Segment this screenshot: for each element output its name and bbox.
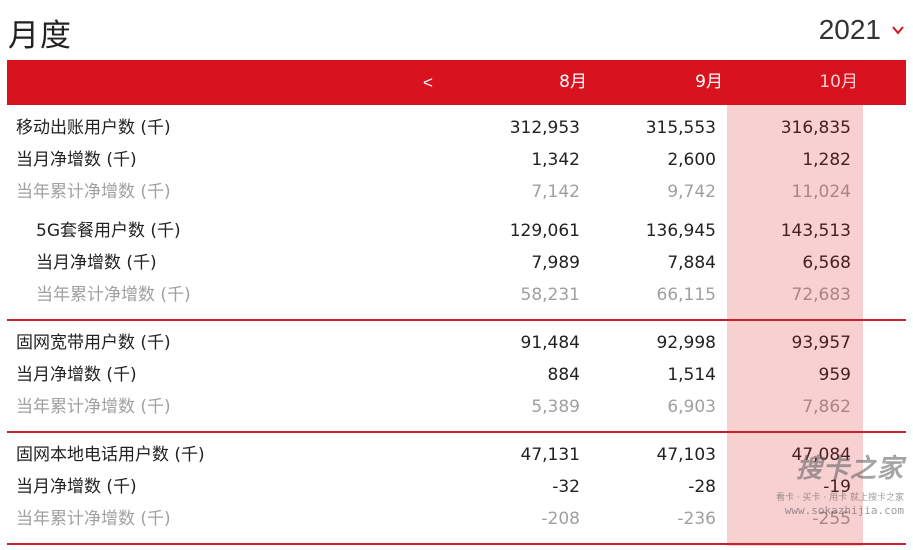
cell-value: -255 — [812, 509, 851, 529]
cell-value: 92,998 — [656, 333, 716, 353]
watermark-tagline: 看卡 · 买卡 · 用卡 就上搜卡之家 — [775, 493, 904, 503]
cell-value: 7,989 — [531, 253, 580, 273]
cell-value: -208 — [541, 509, 580, 529]
row-label: 当月净增数 (千) — [16, 150, 137, 170]
cell-value: 47,084 — [791, 445, 851, 465]
row-label: 固网本地电话用户数 (千) — [16, 445, 205, 465]
row-label: 移动出账用户数 (千) — [16, 118, 171, 138]
cell-value: 47,131 — [520, 445, 580, 465]
row-label: 当年累计净增数 (千) — [16, 397, 171, 417]
table-row: 当月净增数 (千) -32 -28 -19 — [7, 472, 906, 502]
cell-value: 72,683 — [791, 285, 851, 305]
table-row: 当月净增数 (千) 1,342 2,600 1,282 — [7, 145, 906, 175]
cell-value: -236 — [677, 509, 716, 529]
cell-value: 959 — [818, 365, 851, 385]
table-header: < 8月 9月 10月 — [7, 60, 906, 105]
cell-value: 315,553 — [645, 118, 716, 138]
table-row: 当年累计净增数 (千) 7,142 9,742 11,024 — [7, 177, 906, 207]
cell-value: 5,389 — [531, 397, 580, 417]
cell-value: 6,568 — [802, 253, 851, 273]
table-row: 当年累计净增数 (千) 5,389 6,903 7,862 — [7, 392, 906, 422]
cell-value: 47,103 — [656, 445, 716, 465]
column-header-month-1: 8月 — [559, 72, 587, 92]
cell-value: 66,115 — [656, 285, 716, 305]
cell-value: -32 — [552, 477, 580, 497]
cell-value: 316,835 — [780, 118, 851, 138]
cell-value: -28 — [688, 477, 716, 497]
cell-value: 7,884 — [667, 253, 716, 273]
table-row: 当月净增数 (千) 7,989 7,884 6,568 — [7, 248, 906, 278]
watermark: 搜卡之家 看卡 · 买卡 · 用卡 就上搜卡之家 www.sokazhijia.… — [758, 440, 908, 520]
cell-value: 9,742 — [667, 182, 716, 202]
watermark-url: www.sokazhijia.com — [784, 504, 904, 517]
table-row: 当月净增数 (千) 884 1,514 959 — [7, 360, 906, 390]
cell-value: 312,953 — [509, 118, 580, 138]
cell-value: 11,024 — [791, 182, 851, 202]
cell-value: 1,342 — [531, 150, 580, 170]
column-header-month-3: 10月 — [819, 72, 858, 92]
row-label: 固网宽带用户数 (千) — [16, 333, 171, 353]
cell-value: 1,282 — [802, 150, 851, 170]
prev-month-button[interactable]: < — [423, 73, 433, 92]
table-row: 固网本地电话用户数 (千) 47,131 47,103 47,084 — [7, 440, 906, 470]
section-divider — [7, 431, 906, 433]
watermark-logo: 搜卡之家 — [795, 454, 904, 484]
year-value: 2021 — [818, 14, 881, 45]
cell-value: 93,957 — [791, 333, 851, 353]
table-row: 当年累计净增数 (千) 58,231 66,115 72,683 — [7, 280, 906, 310]
year-select[interactable]: 2021 — [819, 14, 905, 46]
page-title: 月度 — [8, 18, 72, 54]
row-label: 当年累计净增数 (千) — [16, 182, 171, 202]
table-row: 当年累计净增数 (千) -208 -236 -255 — [7, 504, 906, 534]
table-row: 移动出账用户数 (千) 312,953 315,553 316,835 — [7, 113, 906, 143]
row-label: 当年累计净增数 (千) — [36, 285, 191, 305]
section-divider — [7, 543, 906, 545]
row-label: 当月净增数 (千) — [36, 253, 157, 273]
cell-value: 136,945 — [645, 221, 716, 241]
cell-value: 884 — [547, 365, 580, 385]
cell-value: 91,484 — [520, 333, 580, 353]
row-label: 当月净增数 (千) — [16, 365, 137, 385]
cell-value: 143,513 — [780, 221, 851, 241]
table-row: 固网宽带用户数 (千) 91,484 92,998 93,957 — [7, 328, 906, 358]
cell-value: 2,600 — [667, 150, 716, 170]
cell-value: 7,862 — [802, 397, 851, 417]
section-divider — [7, 319, 906, 321]
row-label: 当月净增数 (千) — [16, 477, 137, 497]
cell-value: 6,903 — [667, 397, 716, 417]
row-label: 当年累计净增数 (千) — [16, 509, 171, 529]
cell-value: -19 — [823, 477, 851, 497]
cell-value: 58,231 — [520, 285, 580, 305]
cell-value: 7,142 — [531, 182, 580, 202]
column-header-month-2: 9月 — [695, 72, 723, 92]
row-label: 5G套餐用户数 (千) — [36, 221, 181, 241]
table-row: 5G套餐用户数 (千) 129,061 136,945 143,513 — [7, 216, 906, 246]
cell-value: 129,061 — [509, 221, 580, 241]
cell-value: 1,514 — [667, 365, 716, 385]
chevron-down-icon — [892, 26, 904, 35]
